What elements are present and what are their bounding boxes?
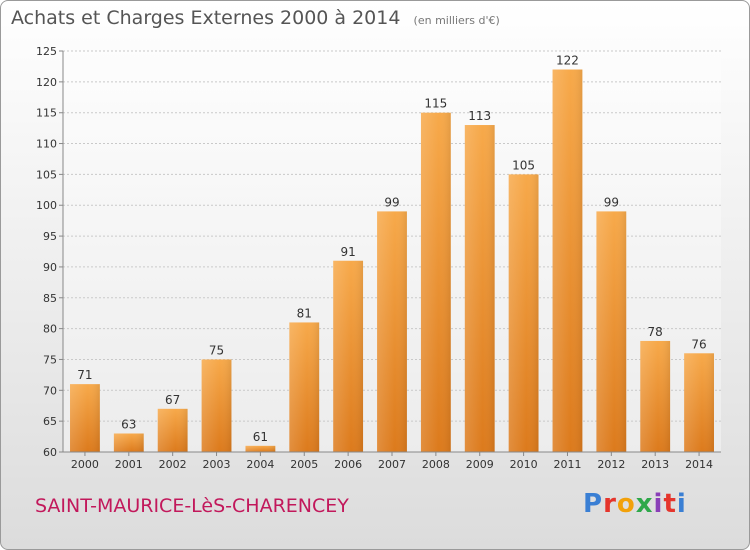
- bar-shade: [333, 260, 364, 452]
- data-label: 78: [648, 325, 663, 339]
- x-tick-label: 2011: [553, 458, 581, 471]
- bar-shade: [70, 384, 100, 452]
- data-label: 115: [424, 97, 447, 111]
- y-tick-label: 70: [43, 384, 57, 397]
- x-tick-label: 2014: [685, 458, 713, 471]
- y-tick-label: 100: [36, 199, 57, 212]
- y-tick-label: 120: [36, 76, 57, 89]
- title-block: Achats et Charges Externes 2000 à 2014 (…: [11, 7, 500, 29]
- chart-title: Achats et Charges Externes 2000 à 2014: [11, 7, 401, 29]
- logo-letter: t: [663, 489, 677, 519]
- data-label: 76: [691, 337, 706, 351]
- data-label: 81: [297, 306, 312, 320]
- x-tick-label: 2013: [641, 458, 669, 471]
- data-label: 71: [77, 368, 92, 382]
- data-label: 122: [556, 54, 579, 68]
- bar-shade: [596, 211, 627, 452]
- y-tick-label: 115: [36, 107, 57, 120]
- bar-shade: [640, 340, 671, 452]
- y-tick-label: 110: [36, 138, 57, 151]
- y-tick-label: 60: [43, 446, 57, 459]
- bar-shade: [289, 322, 320, 452]
- bar-shade: [684, 353, 714, 452]
- chart-subtitle: (en milliers d'€): [413, 14, 500, 27]
- commune-name: SAINT-MAURICE-LèS-CHARENCEY: [35, 495, 349, 517]
- bar-shade: [420, 112, 451, 452]
- data-label: 63: [121, 417, 136, 431]
- bar-shade: [552, 69, 583, 452]
- bar-shade: [157, 408, 188, 452]
- x-tick-label: 2002: [159, 458, 187, 471]
- bar-shade: [201, 359, 232, 452]
- data-label: 105: [512, 158, 535, 172]
- x-tick-label: 2008: [422, 458, 450, 471]
- x-tick-label: 2006: [334, 458, 362, 471]
- x-tick-label: 2012: [597, 458, 625, 471]
- x-tick-label: 2005: [290, 458, 318, 471]
- y-tick-label: 90: [43, 261, 57, 274]
- x-tick-label: 2007: [378, 458, 406, 471]
- proxiti-logo[interactable]: Proxiti: [583, 489, 687, 519]
- x-axis: 2000 2001 2002 2003 2004 2005 2006 2007 2008 2009…: [63, 451, 721, 471]
- y-tick-label: 125: [36, 45, 57, 58]
- x-tick-label: 2000: [71, 458, 99, 471]
- data-label: 75: [209, 343, 224, 357]
- bar-shade: [377, 211, 407, 452]
- data-label: 91: [340, 245, 355, 259]
- bar-shade: [245, 445, 276, 452]
- logo-letter: o: [616, 489, 636, 519]
- x-tick-label: 2001: [115, 458, 143, 471]
- data-label: 99: [384, 195, 399, 209]
- y-tick-label: 80: [43, 323, 57, 336]
- bar-shade: [113, 433, 144, 452]
- logo-letter: i: [676, 489, 687, 519]
- y-tick-label: 105: [36, 168, 57, 181]
- bars: 71 63 67 75 61 81 91 99 115 113 105 122 99 78 76: [70, 54, 714, 453]
- y-axis: 60 65 70 75 80 85 90 95 100 105 110 115 120 125: [36, 45, 64, 459]
- data-label: 67: [165, 393, 180, 407]
- logo-letter: r: [603, 489, 617, 519]
- x-tick-label: 2004: [246, 458, 274, 471]
- x-tick-label: 2003: [203, 458, 231, 471]
- logo-letter: i: [653, 489, 664, 519]
- logo-letter: x: [635, 489, 654, 519]
- y-tick-label: 75: [43, 353, 57, 366]
- x-tick-label: 2009: [466, 458, 494, 471]
- bar-shade: [508, 174, 539, 452]
- y-tick-label: 85: [43, 292, 57, 305]
- y-tick-label: 95: [43, 230, 57, 243]
- bar-shade: [464, 125, 495, 453]
- data-label: 61: [253, 430, 268, 444]
- data-label: 113: [468, 109, 491, 123]
- logo-letter: P: [583, 489, 604, 519]
- data-label: 99: [604, 195, 619, 209]
- y-tick-label: 65: [43, 415, 57, 428]
- x-tick-label: 2010: [510, 458, 538, 471]
